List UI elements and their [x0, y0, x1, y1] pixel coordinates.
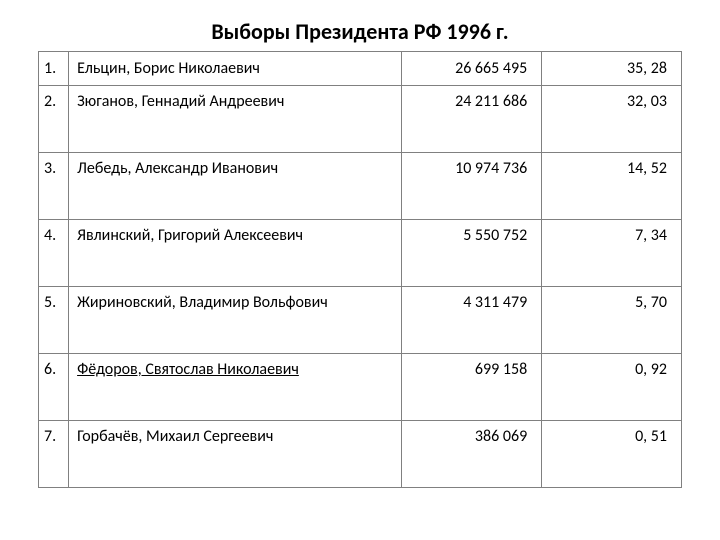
table-row: 3.Лебедь, Александр Иванович10 974 73614… [39, 153, 682, 220]
table-row: 1.Ельцин, Борис Николаевич26 665 49535, … [39, 52, 682, 86]
page-title: Выборы Президента РФ 1996 г. [38, 18, 682, 45]
vote-percent: 35, 28 [542, 52, 682, 86]
row-number: 3. [39, 153, 69, 220]
row-number: 1. [39, 52, 69, 86]
candidate-name: Фёдоров, Святослав Николаевич [69, 354, 402, 421]
table-row: 6.Фёдоров, Святослав Николаевич699 1580,… [39, 354, 682, 421]
vote-count: 26 665 495 [402, 52, 542, 86]
vote-percent: 14, 52 [542, 153, 682, 220]
vote-count: 4 311 479 [402, 287, 542, 354]
table-row: 4.Явлинский, Григорий Алексеевич5 550 75… [39, 220, 682, 287]
row-number: 7. [39, 421, 69, 488]
results-table: 1.Ельцин, Борис Николаевич26 665 49535, … [38, 51, 682, 488]
candidate-name: Зюганов, Геннадий Андреевич [69, 86, 402, 153]
table-body: 1.Ельцин, Борис Николаевич26 665 49535, … [39, 52, 682, 488]
vote-count: 24 211 686 [402, 86, 542, 153]
vote-percent: 0, 92 [542, 354, 682, 421]
vote-count: 5 550 752 [402, 220, 542, 287]
row-number: 4. [39, 220, 69, 287]
row-number: 2. [39, 86, 69, 153]
table-row: 2.Зюганов, Геннадий Андреевич24 211 6863… [39, 86, 682, 153]
vote-percent: 32, 03 [542, 86, 682, 153]
candidate-name: Лебедь, Александр Иванович [69, 153, 402, 220]
candidate-name: Горбачёв, Михаил Сергеевич [69, 421, 402, 488]
vote-count: 10 974 736 [402, 153, 542, 220]
vote-percent: 7, 34 [542, 220, 682, 287]
candidate-name: Жириновский, Владимир Вольфович [69, 287, 402, 354]
table-row: 7.Горбачёв, Михаил Сергеевич386 0690, 51 [39, 421, 682, 488]
table-row: 5.Жириновский, Владимир Вольфович4 311 4… [39, 287, 682, 354]
candidate-name: Ельцин, Борис Николаевич [69, 52, 402, 86]
vote-percent: 5, 70 [542, 287, 682, 354]
candidate-name: Явлинский, Григорий Алексеевич [69, 220, 402, 287]
vote-count: 386 069 [402, 421, 542, 488]
vote-percent: 0, 51 [542, 421, 682, 488]
row-number: 5. [39, 287, 69, 354]
vote-count: 699 158 [402, 354, 542, 421]
row-number: 6. [39, 354, 69, 421]
